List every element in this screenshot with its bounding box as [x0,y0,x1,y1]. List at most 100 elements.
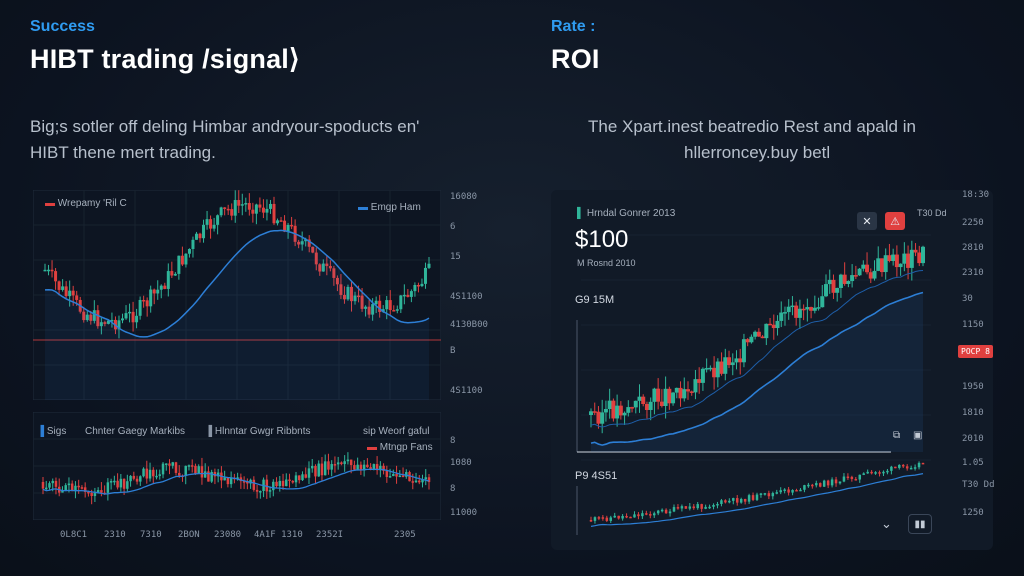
candle-body [168,463,171,466]
candle-body [414,480,418,483]
pause-button[interactable]: ▮▮ [908,514,932,534]
candle-body [251,209,255,214]
rt-tick-1: T30 Dd [962,480,995,490]
lt-tick-1: 6 [450,222,456,232]
candle-body [838,274,843,288]
right-title: ROI [551,44,600,74]
close-button[interactable]: ✕ [857,212,877,230]
left-top-chart[interactable]: ▬ Wrepamy 'Ril C ▬ Emgp Ham [33,190,441,400]
candle-body [685,389,690,392]
candle-body [878,472,881,474]
candle-body [768,323,773,326]
left-bottom-chart[interactable]: ▐ Sigs Chnter Gaegy Markibs ▐ Hlnntar Gw… [33,412,441,520]
candle-body [738,358,743,363]
candle-body [335,277,339,285]
candle-body [890,466,893,471]
candle-body [824,284,829,297]
left-top-legend-left-text: Wrepamy 'Ril C [57,198,127,209]
candle-body [360,295,364,309]
candle-body [87,491,90,494]
candle-body [212,224,216,229]
lock-icon[interactable]: ▣ [913,430,923,441]
candle-body [187,465,191,467]
candle-body [423,267,427,284]
time-tick-7: 2305 [394,530,416,540]
candle-body [158,474,162,476]
candle-body [290,224,294,227]
candle-body [779,490,782,493]
roi-panel[interactable]: ▌ Hrndal Gonrer 2013 $100 M Rosnd 2010 G… [551,190,993,550]
candle-body [54,271,58,282]
candle-body [420,283,424,287]
candle-body [913,249,918,253]
candle-body [905,466,909,469]
candle-body [656,388,661,402]
candle-body [876,258,881,271]
candle-body [626,407,631,413]
ma-line [42,468,430,495]
candle-body [667,388,672,404]
right-subtitle-line2: hllerroncey.buy betl [684,143,831,162]
candle-body [797,308,802,318]
alert-button[interactable]: ⚠ [885,212,905,230]
rt-tick-5: 30 [962,294,973,304]
candle-body [741,339,746,363]
candle-body [301,474,304,481]
candle-body [842,476,846,482]
candle-body [846,281,851,284]
candle-body [359,464,363,471]
left-top-legend-left: ▬ Wrepamy 'Ril C [45,198,127,209]
candle-body [239,477,243,482]
lb-toolbar-sigs[interactable]: ▐ Sigs [37,426,67,437]
candle-body [644,403,649,410]
lb-toolbar-item-1[interactable]: Chnter Gaegy Markibs [85,426,186,437]
candle-body [216,215,220,225]
candle-body [349,459,353,466]
candle-body [173,273,177,276]
candle-body [261,207,265,213]
candle-body [258,204,262,208]
candle-body [870,471,873,474]
time-tick-5: 4A1F 1310 [254,530,303,540]
candle-body [71,290,75,296]
candle-body [891,254,896,262]
candle-body [715,361,720,378]
candle-body [279,220,283,222]
candle-body [67,483,71,486]
candle-body [771,324,776,329]
candle-body [203,471,207,478]
candle-body [764,323,769,339]
lb-toolbar-item-2-text: Hlnntar Gwgr Ribbnts [214,426,311,437]
candle-body [637,396,642,401]
candle-body [80,487,84,489]
candle-body [615,405,620,419]
lb-tick-1: 1080 [450,458,472,468]
candle-body [41,482,45,489]
candle-body [131,311,135,323]
candle-body [418,480,421,483]
lb-toolbar-item-2[interactable]: ▐ Hlnntar Gwgr Ribbnts [205,426,311,437]
candle-body [405,472,408,477]
candle-body [139,476,142,482]
candle-body [191,239,195,249]
candle-body [372,464,376,470]
candle-body [857,268,862,276]
lb-toolbar-item-3[interactable]: sip Weorf gaful [363,426,430,437]
lt-tick-5: B [450,346,456,356]
candle-body [286,224,290,232]
candle-body [874,472,877,474]
candle-body [700,368,705,383]
candle-body [90,492,93,497]
candle-body [684,506,688,509]
expand-icon[interactable]: ⧉ [893,430,901,441]
candle-body [159,285,163,290]
candle-body [184,465,187,476]
candle-body [641,396,646,404]
candle-body [375,464,379,471]
chevron-down-icon[interactable]: ⌄ [881,516,892,531]
candle-body [300,241,304,245]
candle-body [734,358,739,363]
candle-body [659,401,664,406]
candle-body [827,279,832,285]
candle-body [320,463,324,476]
